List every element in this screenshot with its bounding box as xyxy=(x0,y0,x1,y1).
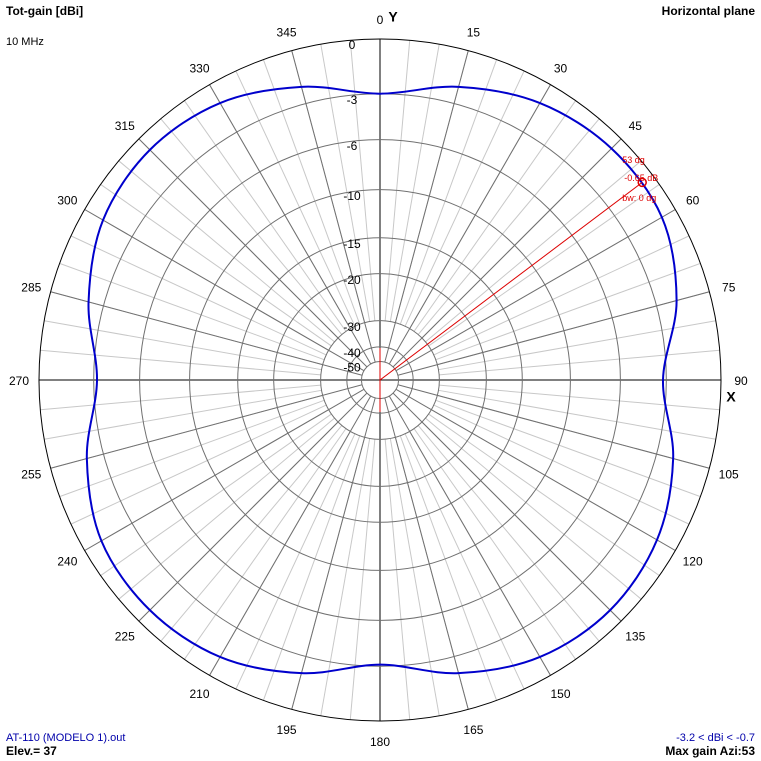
angle-label: 195 xyxy=(277,723,297,737)
spoke xyxy=(291,397,376,710)
spoke xyxy=(84,209,365,372)
marker-beamwidth: bw: 0 dg xyxy=(622,193,656,203)
chart-title: Tot-gain [dBi] xyxy=(6,4,83,18)
angle-label: 330 xyxy=(189,62,209,76)
spoke xyxy=(50,384,363,469)
angle-label: 300 xyxy=(57,194,77,208)
marker-gain: -0.65 dB xyxy=(624,173,658,183)
ring xyxy=(189,189,571,571)
angle-label: 120 xyxy=(683,555,703,569)
angle-label: 255 xyxy=(21,468,41,482)
angle-label: 165 xyxy=(463,723,483,737)
spoke xyxy=(388,395,551,676)
marker-azimuth: 53 dg xyxy=(622,155,645,165)
ring-label: -15 xyxy=(343,237,361,251)
ring xyxy=(38,38,722,722)
spoke xyxy=(397,384,710,469)
marker-line xyxy=(379,182,643,381)
spoke xyxy=(395,209,676,372)
plane: Horizontal plane xyxy=(662,4,756,18)
ring-label: -30 xyxy=(343,320,361,334)
angle-label: 135 xyxy=(625,629,645,643)
ring-label: -50 xyxy=(343,361,361,375)
spoke xyxy=(84,388,365,551)
angle-label: 345 xyxy=(277,25,297,39)
angle-label: 315 xyxy=(115,119,135,133)
angle-label: 240 xyxy=(57,555,77,569)
gain-range: -3.2 < dBi < -0.7 xyxy=(676,732,755,744)
ring xyxy=(273,273,487,487)
ring-label: -20 xyxy=(343,273,361,287)
ring xyxy=(320,320,440,440)
angle-label: 75 xyxy=(722,281,736,295)
file-name: AT-110 (MODELO 1).out xyxy=(6,732,125,744)
spoke xyxy=(388,84,551,365)
spoke xyxy=(291,50,376,363)
spoke xyxy=(392,392,622,622)
angle-label: 225 xyxy=(115,629,135,643)
spoke xyxy=(209,84,372,365)
spoke xyxy=(392,138,622,368)
spoke xyxy=(395,388,676,551)
spoke xyxy=(384,397,469,710)
angle-label: 285 xyxy=(21,281,41,295)
spoke xyxy=(397,291,710,376)
spoke xyxy=(50,291,363,376)
ring xyxy=(139,139,621,621)
ring-label: -6 xyxy=(347,139,358,153)
frequency: 10 MHz xyxy=(6,36,44,48)
angle-label: 180 xyxy=(370,735,390,749)
ring-label: 0 xyxy=(349,38,356,52)
spoke xyxy=(384,50,469,363)
x-axis-label: X xyxy=(726,389,736,405)
ring xyxy=(237,237,523,523)
spoke xyxy=(138,138,368,368)
angle-label: 210 xyxy=(189,687,209,701)
angle-label: 270 xyxy=(9,374,29,388)
y-axis-label: Y xyxy=(388,9,398,25)
ring-label: -3 xyxy=(347,93,358,107)
spoke xyxy=(138,392,368,622)
angle-label: 150 xyxy=(550,687,570,701)
gain-pattern xyxy=(85,85,678,675)
angle-label: 60 xyxy=(686,194,700,208)
ring-label: -10 xyxy=(343,189,361,203)
ring-label: -40 xyxy=(343,346,361,360)
angle-label: 0 xyxy=(377,13,384,27)
elevation: Elev.= 37 xyxy=(6,744,57,758)
marker-point xyxy=(637,177,647,188)
angle-label: 30 xyxy=(554,62,568,76)
ring xyxy=(346,346,414,414)
angle-label: 45 xyxy=(629,119,643,133)
angle-label: 90 xyxy=(734,374,748,388)
angle-label: 105 xyxy=(719,468,739,482)
max-gain: Max gain Azi:53 xyxy=(665,744,755,758)
spoke xyxy=(209,395,372,676)
angle-label: 15 xyxy=(467,25,481,39)
